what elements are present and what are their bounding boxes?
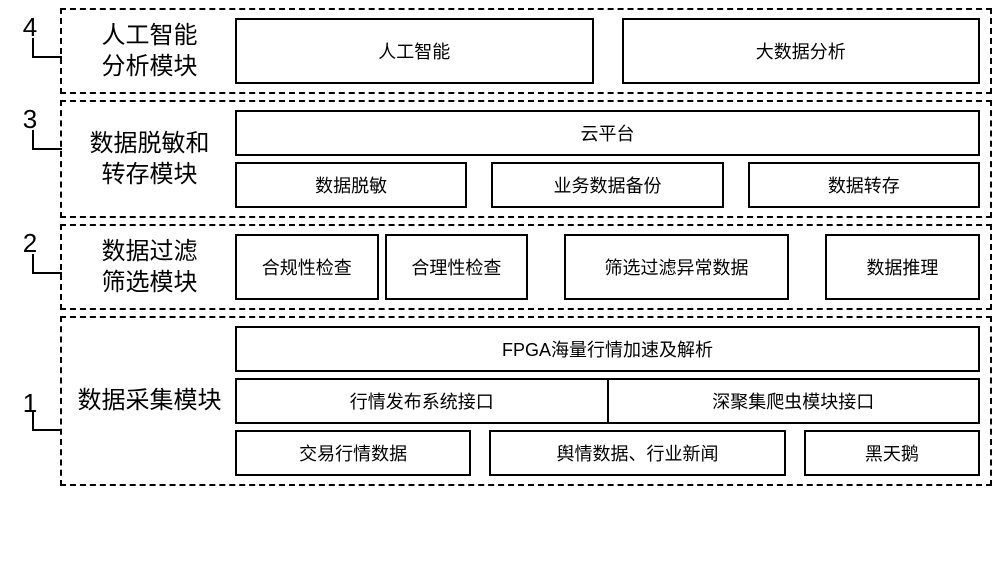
content-row: 交易行情数据 舆情数据、行业新闻 黑天鹅 [235, 430, 980, 476]
box-transfer: 数据转存 [748, 162, 980, 208]
box-trade-data: 交易行情数据 [235, 430, 471, 476]
layer-number-4: 4 [0, 8, 60, 94]
layer-2: 2 数据过滤 筛选模块 合规性检查 合理性检查 筛选过滤异常数据 数据推理 [0, 224, 992, 310]
connector-line [32, 130, 62, 150]
layer-title-1: 数据采集模块 [72, 385, 227, 416]
layer-number-1: 1 [0, 316, 60, 486]
spacer [797, 234, 817, 300]
content-row: 数据脱敏 业务数据备份 数据转存 [235, 162, 980, 208]
layer-title-2: 数据过滤 筛选模块 [72, 236, 227, 298]
box-reason: 合理性检查 [385, 234, 529, 300]
layer-4: 4 人工智能 分析模块 人工智能 大数据分析 [0, 8, 992, 94]
layer-title-3: 数据脱敏和 转存模块 [72, 128, 227, 190]
layer-container-3: 数据脱敏和 转存模块 云平台 数据脱敏 业务数据备份 数据转存 [60, 100, 992, 218]
box-ai: 人工智能 [235, 18, 594, 84]
box-backup: 业务数据备份 [491, 162, 723, 208]
box-cloud: 云平台 [235, 110, 980, 156]
connector-line [32, 38, 62, 58]
box-news-data: 舆情数据、行业新闻 [489, 430, 785, 476]
layer-container-2: 数据过滤 筛选模块 合规性检查 合理性检查 筛选过滤异常数据 数据推理 [60, 224, 992, 310]
box-filter-abnormal: 筛选过滤异常数据 [564, 234, 789, 300]
content-row: 合规性检查 合理性检查 筛选过滤异常数据 数据推理 [235, 234, 980, 300]
layer-content-3: 云平台 数据脱敏 业务数据备份 数据转存 [235, 110, 980, 208]
title-line1: 数据脱敏和 [90, 128, 210, 159]
layer-container-1: 数据采集模块 FPGA海量行情加速及解析 行情发布系统接口 深聚集爬虫模块接口 … [60, 316, 992, 486]
title-line1: 数据采集模块 [78, 385, 222, 416]
box-fpga: FPGA海量行情加速及解析 [235, 326, 980, 372]
layer-3: 3 数据脱敏和 转存模块 云平台 数据脱敏 业务数据备份 数据转存 [0, 100, 992, 218]
box-compliance: 合规性检查 [235, 234, 379, 300]
title-line1: 人工智能 [102, 20, 198, 51]
connector-line [32, 254, 62, 274]
layer-container-4: 人工智能 分析模块 人工智能 大数据分析 [60, 8, 992, 94]
layer-content-2: 合规性检查 合理性检查 筛选过滤异常数据 数据推理 [235, 234, 980, 300]
content-row: FPGA海量行情加速及解析 [235, 326, 980, 372]
layer-1: 1 数据采集模块 FPGA海量行情加速及解析 行情发布系统接口 深聚集爬虫模块接… [0, 316, 992, 486]
layer-content-4: 人工智能 大数据分析 [235, 18, 980, 84]
title-line2: 分析模块 [102, 51, 198, 82]
title-line2: 转存模块 [90, 159, 210, 190]
content-row: 云平台 [235, 110, 980, 156]
box-desens: 数据脱敏 [235, 162, 467, 208]
layer-title-4: 人工智能 分析模块 [72, 20, 227, 82]
connector-line [32, 411, 62, 431]
box-quote-api: 行情发布系统接口 [235, 378, 609, 424]
layer-number-2: 2 [0, 224, 60, 310]
title-line1: 数据过滤 [102, 236, 198, 267]
box-crawler-api: 深聚集爬虫模块接口 [607, 378, 981, 424]
box-blackswan: 黑天鹅 [804, 430, 980, 476]
layer-number-3: 3 [0, 100, 60, 218]
content-row: 人工智能 大数据分析 [235, 18, 980, 84]
spacer [536, 234, 556, 300]
title-line2: 筛选模块 [102, 267, 198, 298]
content-row: 行情发布系统接口 深聚集爬虫模块接口 [235, 378, 980, 424]
box-infer: 数据推理 [825, 234, 980, 300]
layer-content-1: FPGA海量行情加速及解析 行情发布系统接口 深聚集爬虫模块接口 交易行情数据 … [235, 326, 980, 476]
box-bigdata: 大数据分析 [622, 18, 981, 84]
